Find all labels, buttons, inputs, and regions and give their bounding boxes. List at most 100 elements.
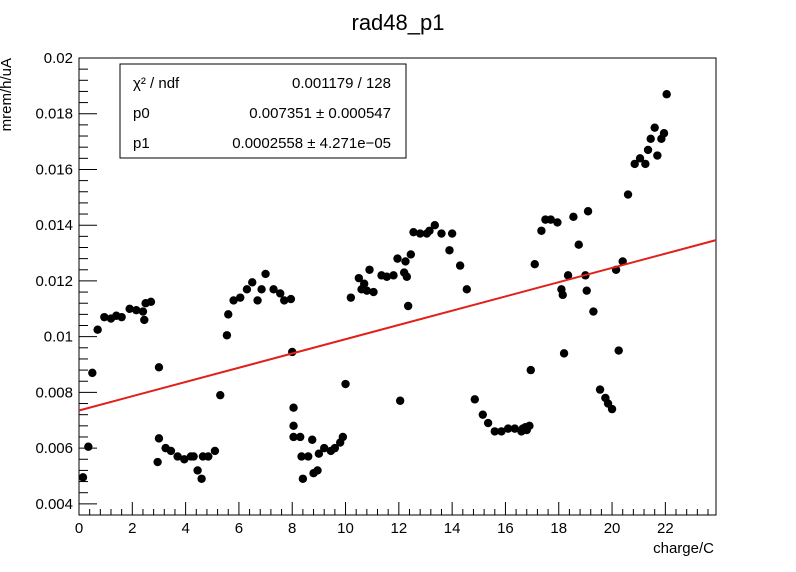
data-point [189, 452, 198, 461]
data-point [445, 246, 454, 255]
data-point [204, 452, 213, 461]
data-point [229, 296, 238, 305]
data-point [643, 145, 653, 155]
data-point [646, 134, 655, 144]
x-tick-label: 0 [75, 520, 83, 537]
data-point [635, 154, 645, 163]
x-tick-label: 8 [288, 520, 296, 537]
data-point [437, 229, 446, 238]
chart-title: rad48_p1 [352, 10, 445, 35]
data-point [623, 190, 633, 199]
stats-box: χ² / ndf 0.001179 / 128 p0 0.007351 ± 0.… [119, 63, 407, 159]
data-point [289, 432, 298, 442]
x-tick-label: 16 [497, 520, 514, 537]
data-point [650, 123, 659, 132]
data-point [470, 395, 479, 404]
data-point [296, 432, 305, 442]
data-point [125, 304, 134, 313]
x-tick-labels: 0 2 4 6 8 10 12 14 16 18 20 22 [75, 520, 674, 537]
stats-name-chi2: χ² / ndf [133, 75, 180, 92]
data-point [478, 410, 487, 419]
data-point [497, 427, 506, 436]
y-axis-label: mrem/h/uA [0, 58, 15, 131]
data-point [490, 427, 499, 436]
x-tick-label: 2 [128, 520, 136, 537]
data-point [338, 432, 348, 442]
axis-ticks [78, 57, 709, 516]
data-point [261, 269, 270, 279]
data-point [269, 285, 278, 294]
x-tick-label: 10 [337, 520, 354, 537]
data-point [166, 446, 176, 456]
data-point [614, 346, 623, 355]
data-point [154, 363, 164, 372]
data-point [558, 290, 567, 300]
data-point [401, 257, 410, 266]
data-point [595, 385, 605, 394]
data-point [553, 218, 562, 227]
data-point [224, 310, 233, 319]
data-point [530, 260, 539, 269]
x-tick-label: 6 [235, 520, 243, 537]
data-point [365, 265, 374, 274]
data-point [146, 297, 156, 307]
data-point [354, 273, 364, 283]
data-point [362, 286, 372, 295]
data-point [346, 293, 356, 302]
data-point [589, 307, 598, 316]
data-point [276, 289, 285, 298]
data-point [455, 261, 465, 270]
stats-value-p1: 0.0002558 ± 4.271e−05 [232, 135, 391, 152]
data-point [193, 466, 202, 475]
y-tick-label: 0.012 [35, 273, 73, 290]
x-tick-label: 12 [390, 520, 407, 537]
data-point [197, 474, 206, 483]
data-point [607, 404, 617, 414]
data-point [653, 151, 662, 160]
data-point [341, 379, 350, 389]
x-tick-label: 22 [657, 520, 674, 537]
data-point [630, 159, 639, 169]
data-point [483, 418, 493, 428]
data-point [537, 226, 546, 235]
data-point [525, 421, 534, 431]
data-points [78, 90, 671, 483]
data-point [100, 312, 109, 322]
data-point [93, 325, 102, 334]
data-point [138, 307, 148, 316]
data-point [257, 285, 266, 294]
data-point [662, 90, 671, 99]
data-point [393, 254, 402, 263]
data-point [403, 301, 413, 311]
data-point [510, 424, 519, 433]
y-tick-label: 0.014 [35, 217, 73, 234]
data-point [286, 294, 296, 304]
data-point [402, 272, 412, 281]
data-point [210, 446, 220, 456]
data-point [248, 278, 257, 287]
data-point [526, 365, 535, 375]
data-point [298, 474, 308, 483]
data-point [582, 286, 591, 295]
data-point [88, 368, 97, 378]
data-point [659, 129, 669, 138]
data-point [216, 390, 225, 400]
data-point [84, 442, 93, 451]
y-tick-label: 0.02 [44, 50, 73, 67]
y-tick-label: 0.016 [35, 161, 73, 178]
data-point [462, 285, 471, 294]
data-point [425, 226, 434, 235]
data-point [154, 434, 164, 443]
data-point [369, 287, 378, 297]
data-point [253, 296, 262, 305]
data-point [330, 443, 340, 453]
y-tick-labels: 0.004 0.006 0.008 0.01 0.012 0.014 0.016 0.018 0… [35, 50, 73, 513]
y-tick-label: 0.018 [35, 106, 73, 123]
x-tick-label: 18 [550, 520, 567, 537]
data-point [503, 424, 513, 433]
data-point [140, 315, 149, 325]
stats-name-p0: p0 [133, 105, 150, 122]
data-point [308, 435, 317, 444]
data-point [297, 452, 306, 461]
